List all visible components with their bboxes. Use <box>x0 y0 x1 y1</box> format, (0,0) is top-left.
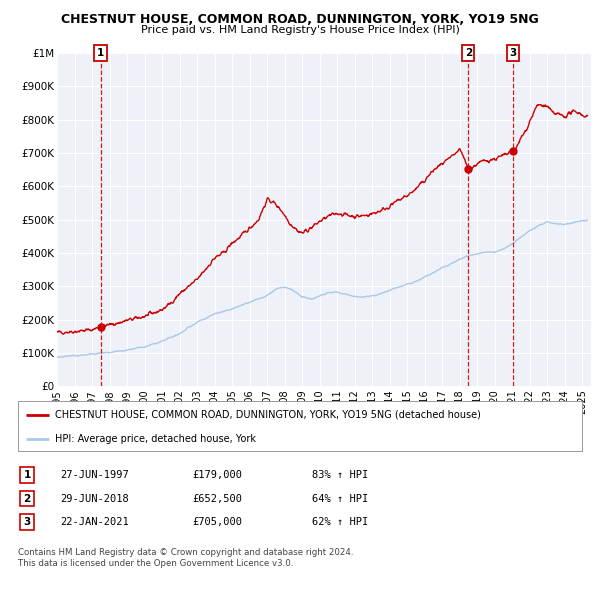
Text: £705,000: £705,000 <box>192 517 242 527</box>
Text: 1: 1 <box>23 470 31 480</box>
Text: 62% ↑ HPI: 62% ↑ HPI <box>312 517 368 527</box>
Text: CHESTNUT HOUSE, COMMON ROAD, DUNNINGTON, YORK, YO19 5NG (detached house): CHESTNUT HOUSE, COMMON ROAD, DUNNINGTON,… <box>55 409 481 419</box>
Text: 1: 1 <box>97 48 104 58</box>
Text: 64% ↑ HPI: 64% ↑ HPI <box>312 494 368 503</box>
Text: £179,000: £179,000 <box>192 470 242 480</box>
Text: 22-JAN-2021: 22-JAN-2021 <box>60 517 129 527</box>
Text: Contains HM Land Registry data © Crown copyright and database right 2024.: Contains HM Land Registry data © Crown c… <box>18 548 353 556</box>
Text: CHESTNUT HOUSE, COMMON ROAD, DUNNINGTON, YORK, YO19 5NG: CHESTNUT HOUSE, COMMON ROAD, DUNNINGTON,… <box>61 13 539 26</box>
Text: HPI: Average price, detached house, York: HPI: Average price, detached house, York <box>55 434 256 444</box>
Text: £652,500: £652,500 <box>192 494 242 503</box>
Text: Price paid vs. HM Land Registry's House Price Index (HPI): Price paid vs. HM Land Registry's House … <box>140 25 460 35</box>
Text: 29-JUN-2018: 29-JUN-2018 <box>60 494 129 503</box>
Text: 2: 2 <box>23 494 31 503</box>
Text: 3: 3 <box>509 48 517 58</box>
Text: 83% ↑ HPI: 83% ↑ HPI <box>312 470 368 480</box>
Text: 2: 2 <box>464 48 472 58</box>
Text: 27-JUN-1997: 27-JUN-1997 <box>60 470 129 480</box>
Text: 3: 3 <box>23 517 31 527</box>
Text: This data is licensed under the Open Government Licence v3.0.: This data is licensed under the Open Gov… <box>18 559 293 568</box>
